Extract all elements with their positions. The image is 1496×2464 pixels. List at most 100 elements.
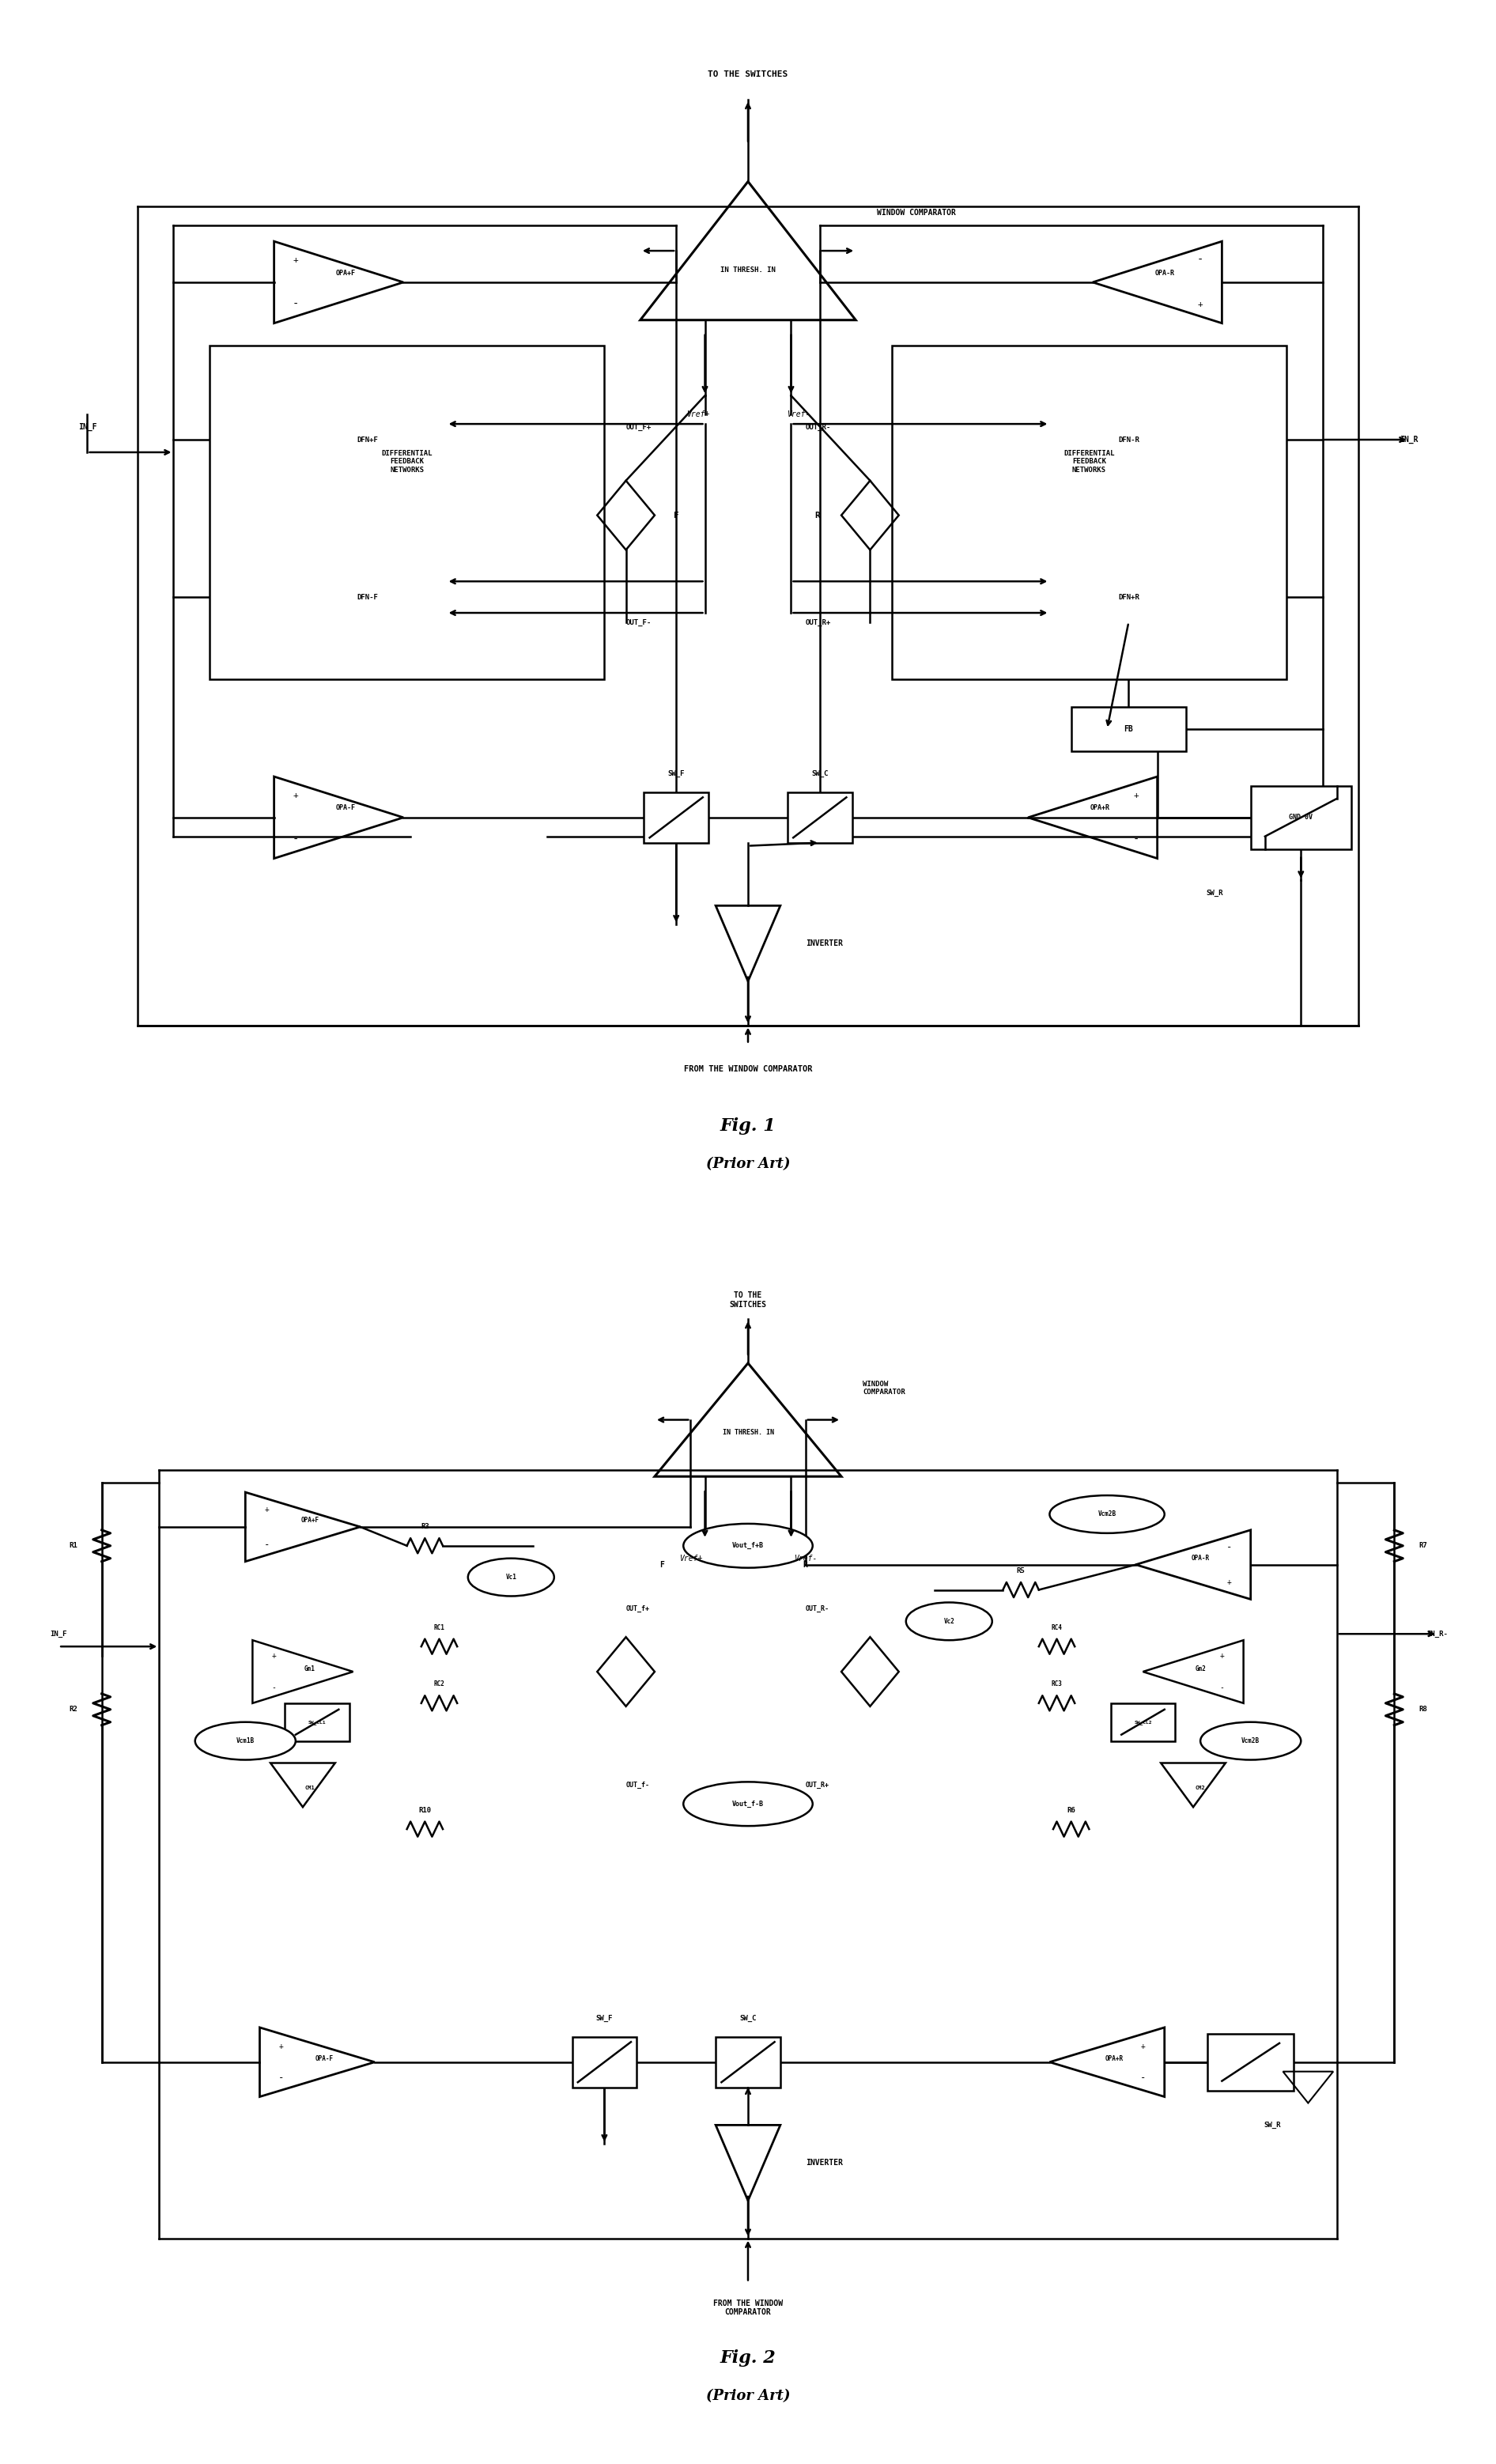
Text: Fig. 2: Fig. 2 <box>720 2348 776 2368</box>
Text: CM2: CM2 <box>1195 1786 1206 1791</box>
Ellipse shape <box>468 1557 554 1597</box>
Text: CM1: CM1 <box>305 1786 316 1791</box>
Text: +: + <box>272 1651 277 1661</box>
Text: +: + <box>265 1506 269 1513</box>
Text: -: - <box>1227 1542 1233 1552</box>
Text: DFN-R: DFN-R <box>1118 436 1140 444</box>
Text: TO THE
SWITCHES: TO THE SWITCHES <box>730 1291 766 1308</box>
Bar <box>289 414 446 466</box>
Bar <box>1050 414 1207 466</box>
Text: R8: R8 <box>1418 1705 1427 1712</box>
Text: OPA+R: OPA+R <box>1106 2055 1123 2062</box>
Bar <box>1110 1703 1176 1742</box>
Text: OUT_F+: OUT_F+ <box>625 424 651 431</box>
Text: Vcm2B: Vcm2B <box>1098 1510 1116 1518</box>
Text: OUT_F-: OUT_F- <box>625 618 651 626</box>
Text: GND 0V: GND 0V <box>1290 813 1313 821</box>
Text: WINDOW COMPARATOR: WINDOW COMPARATOR <box>877 209 956 217</box>
Text: IN_F: IN_F <box>78 424 97 431</box>
Text: OUT_R-: OUT_R- <box>805 424 830 431</box>
Text: OPA-F: OPA-F <box>316 2055 334 2062</box>
Text: OPA+F: OPA+F <box>301 1518 319 1525</box>
Bar <box>571 2038 637 2087</box>
Text: R3: R3 <box>420 1523 429 1530</box>
Text: +: + <box>1219 1651 1224 1661</box>
Text: +: + <box>278 2043 284 2050</box>
Text: R6: R6 <box>1067 1806 1076 1814</box>
Text: R5: R5 <box>1017 1567 1025 1574</box>
Ellipse shape <box>194 1722 296 1759</box>
Text: R: R <box>814 513 820 520</box>
Text: WINDOW
COMPARATOR: WINDOW COMPARATOR <box>863 1380 905 1397</box>
Text: DIFFERENTIAL
FEEDBACK
NETWORKS: DIFFERENTIAL FEEDBACK NETWORKS <box>381 451 432 473</box>
Bar <box>289 572 446 623</box>
Ellipse shape <box>907 1602 992 1641</box>
Text: F: F <box>673 513 679 520</box>
Text: Vc2: Vc2 <box>944 1619 954 1624</box>
Text: Vref+: Vref+ <box>687 411 709 419</box>
Text: -: - <box>272 1683 277 1690</box>
Text: Gm2: Gm2 <box>1195 1666 1206 1673</box>
Text: Vref-: Vref- <box>787 411 809 419</box>
Text: OUT_R+: OUT_R+ <box>805 618 830 626</box>
Text: RC4: RC4 <box>1052 1624 1062 1631</box>
Text: -: - <box>1197 254 1204 266</box>
Text: OUT_R+: OUT_R+ <box>805 1781 829 1789</box>
Text: R1: R1 <box>69 1542 78 1550</box>
Text: TO THE SWITCHES: TO THE SWITCHES <box>708 71 788 79</box>
Text: R: R <box>803 1560 808 1570</box>
Text: SW_R: SW_R <box>1264 2122 1281 2129</box>
Bar <box>1251 786 1351 850</box>
Bar <box>643 793 709 843</box>
Text: IN_R-: IN_R- <box>1427 1631 1448 1639</box>
Text: OPA-R: OPA-R <box>1155 269 1174 276</box>
Text: FB: FB <box>1123 724 1134 734</box>
Text: +: + <box>1140 2043 1146 2050</box>
Text: -: - <box>292 298 299 310</box>
Text: Fig. 1: Fig. 1 <box>720 1116 776 1136</box>
Ellipse shape <box>1200 1722 1302 1759</box>
Text: SW_CL2: SW_CL2 <box>1134 1720 1152 1725</box>
Text: F: F <box>660 1560 664 1570</box>
Text: +: + <box>1227 1579 1231 1587</box>
Ellipse shape <box>684 1781 812 1826</box>
Text: SW_CL1: SW_CL1 <box>308 1720 326 1725</box>
Text: Gm1: Gm1 <box>305 1666 316 1673</box>
Bar <box>892 345 1287 680</box>
Bar <box>787 793 853 843</box>
Text: SW_F: SW_F <box>595 2016 613 2020</box>
Text: FROM THE WINDOW COMPARATOR: FROM THE WINDOW COMPARATOR <box>684 1064 812 1074</box>
Text: +: + <box>293 791 298 798</box>
Text: OUT_f+: OUT_f+ <box>625 1604 649 1611</box>
Text: DFN+R: DFN+R <box>1118 594 1140 601</box>
Bar <box>209 345 604 680</box>
Text: -: - <box>1132 833 1138 845</box>
Text: OPA+R: OPA+R <box>1091 806 1110 811</box>
Text: Vout_f-B: Vout_f-B <box>732 1801 764 1809</box>
Ellipse shape <box>1050 1496 1164 1533</box>
Text: OUT_R-: OUT_R- <box>805 1604 829 1611</box>
Text: +: + <box>1132 791 1138 798</box>
Text: Vout_f+B: Vout_f+B <box>732 1542 764 1550</box>
Ellipse shape <box>684 1523 812 1567</box>
Text: OPA-R: OPA-R <box>1191 1555 1210 1562</box>
Text: IN_R: IN_R <box>1399 436 1418 444</box>
Text: Vref-: Vref- <box>794 1555 817 1562</box>
Text: Vcm1B: Vcm1B <box>236 1737 254 1745</box>
Text: DFN-F: DFN-F <box>356 594 378 601</box>
Text: +: + <box>293 256 298 264</box>
Text: R10: R10 <box>419 1806 431 1814</box>
Text: Vref+: Vref+ <box>679 1555 702 1562</box>
Text: SW_C: SW_C <box>739 2016 757 2020</box>
Text: RC2: RC2 <box>434 1680 444 1688</box>
Text: -: - <box>263 1540 269 1550</box>
Text: -: - <box>1140 2072 1146 2082</box>
Text: INVERTER: INVERTER <box>805 2158 842 2166</box>
Bar <box>1071 707 1186 752</box>
Text: R7: R7 <box>1418 1542 1427 1550</box>
Bar <box>284 1703 350 1742</box>
Text: (Prior Art): (Prior Art) <box>706 2388 790 2402</box>
Text: -: - <box>292 833 299 845</box>
Text: IN THRESH. IN: IN THRESH. IN <box>721 266 775 274</box>
Text: OPA-F: OPA-F <box>337 806 356 811</box>
